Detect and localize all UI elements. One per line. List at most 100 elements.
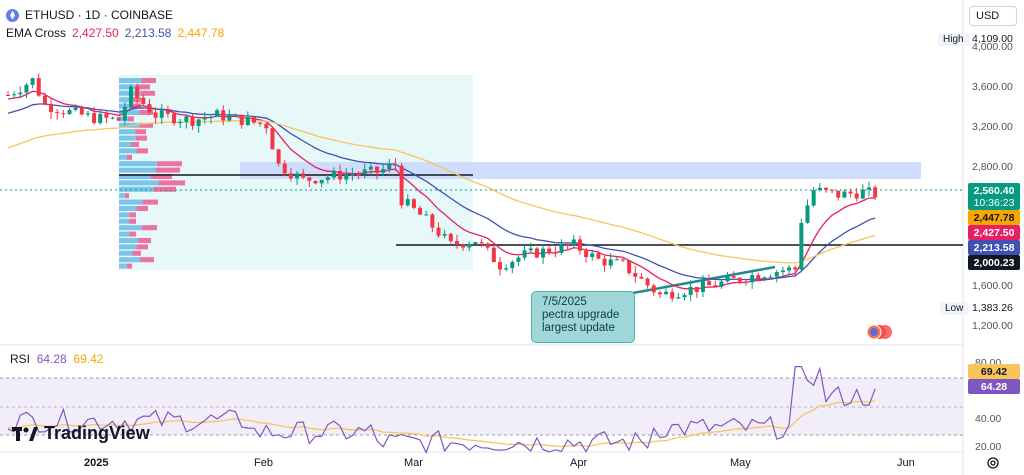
volume-profile-bar-up [119,225,142,231]
candle-body [848,191,853,194]
annotation-callout[interactable]: 7/5/2025 pectra upgrade largest update [531,291,635,343]
time-label: Feb [254,457,273,469]
rsi-tag: 64.28 [968,379,1020,394]
candle-body [725,276,730,282]
candle-body [534,248,539,258]
candle-body [707,281,712,286]
candle-body [362,169,367,175]
indicator-name[interactable]: EMA Cross [6,26,67,40]
candle-body [719,281,724,287]
candles [6,73,878,302]
volume-profile-bar-up [119,218,130,224]
candle-body [264,123,269,129]
volume-profile-bar-up [119,174,151,179]
candle-body [541,248,546,258]
symbol-title[interactable]: ETHUSD · 1D · COINBASE [25,8,174,22]
volume-profile-bar-up [119,110,140,115]
candle-body [608,259,613,266]
ema-value-2: 2,213.58 [124,26,172,40]
candle-body [184,116,189,122]
candle-body [547,248,552,253]
volume-profile-bar-down [135,135,147,141]
volume-profile-bar-up [119,193,125,199]
volume-profile-bar-down [128,116,134,122]
candle-body [553,252,558,254]
ema-tag-mid: 2,213.58 [968,240,1020,255]
volume-profile-bar-down [139,110,153,115]
candle-body [387,164,392,170]
candle-body [516,257,521,262]
candle-body [442,233,447,236]
tradingview-logo[interactable]: TradingView [12,423,150,444]
candle-body [245,117,250,126]
candle-body [239,114,244,126]
settings-gear-icon[interactable] [986,456,1000,470]
candle-body [479,242,484,244]
candle-body [731,276,736,278]
trend-line[interactable] [621,265,776,297]
rsi-legend[interactable]: RSI 64.28 69.42 [10,352,103,366]
volume-profile-bar-up [119,212,130,218]
candle-body [694,286,699,292]
candle-body [424,214,429,216]
volume-profile-bar-down [142,199,158,205]
candle-body [860,189,865,199]
indicator-badge-icon[interactable] [866,324,892,340]
ethereum-logo-icon [6,8,19,22]
resistance-zone[interactable] [240,162,921,179]
candle-body [645,278,650,286]
candle-body [325,177,330,180]
candle-body [208,116,213,119]
price-tick: 4,000.00 [972,41,1013,53]
currency-button[interactable]: USD [969,6,1017,26]
candle-body [454,241,459,245]
candle-body [375,166,379,173]
candle-body [282,163,287,174]
candle-body [657,292,662,295]
candle-body [750,275,755,283]
volume-profile-bar-up [119,244,137,250]
candle-body [36,78,41,96]
ema-legend-row[interactable]: EMA Cross 2,427.50 2,213.58 2,447.78 [6,24,224,42]
candle-body [867,187,871,190]
candle-body [436,227,441,236]
ema-lines [7,90,876,290]
rsi-tick: 40.00 [975,413,1002,425]
time-label: Apr [570,457,588,469]
candle-body [79,107,84,115]
candle-body [774,272,779,277]
candle-body [116,117,121,121]
candle-body [811,190,816,206]
candle-body [510,261,515,269]
candle-body [768,276,773,278]
price-tick: 1,200.00 [972,320,1013,332]
candle-body [756,275,761,279]
candle-body [473,242,478,245]
ema-value-1: 2,427.50 [72,26,119,40]
volume-profile-bar-up [119,122,140,128]
candle-body [830,189,835,191]
volume-profile-bar-down [140,257,154,263]
volume-profile-bar-down [138,238,151,243]
rsi-value: 64.28 [36,352,67,366]
candle-body [485,243,490,248]
candle-body [793,267,798,270]
candle-body [590,253,595,258]
rsi-ma-tag: 69.42 [968,364,1020,379]
candle-body [633,273,638,277]
candle-body [85,113,90,115]
price-tick: 2,800.00 [972,161,1013,173]
volume-profile-bar-up [119,186,154,192]
candle-body [700,281,705,292]
candle-body [104,113,109,118]
symbol-row[interactable]: ETHUSD · 1D · COINBASE [6,6,224,24]
candle-body [430,214,435,228]
candle-body [49,104,54,113]
time-label: Mar [404,457,423,469]
candle-body [12,94,17,96]
last-price-tag[interactable]: 2,560.40 [968,183,1020,198]
brand-name: TradingView [44,423,150,443]
candle-body [461,244,466,248]
